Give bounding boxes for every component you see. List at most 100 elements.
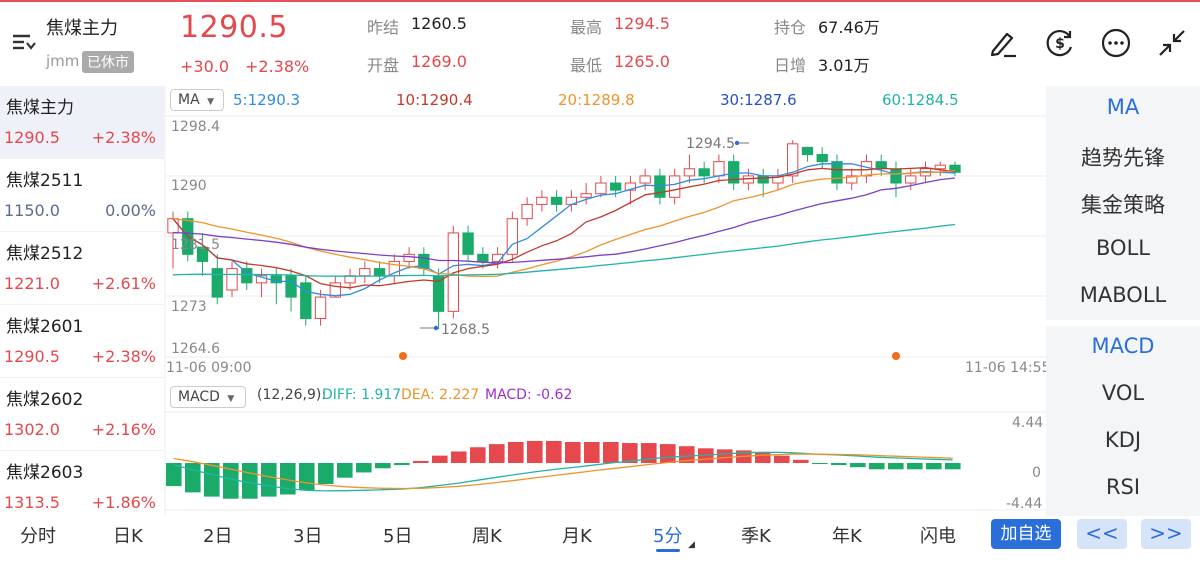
macd-bar — [204, 463, 220, 497]
list-item-name: 焦煤2511 — [6, 171, 84, 191]
event-dot[interactable] — [892, 352, 900, 360]
candle-body[interactable] — [875, 161, 887, 170]
tab-5min[interactable]: 5分 — [653, 526, 683, 547]
list-item[interactable]: 焦煤2601 1290.5 +2.38% — [0, 305, 164, 378]
indicator-rsi[interactable]: RSI — [1105, 475, 1141, 499]
event-dot[interactable] — [399, 352, 407, 360]
candle-body[interactable] — [624, 182, 637, 191]
candle-body[interactable] — [860, 161, 873, 177]
list-item[interactable]: 焦煤2512 1221.0 +2.61% — [0, 232, 164, 305]
candle-body[interactable] — [654, 175, 666, 198]
ma10-value: 10:1290.4 — [396, 91, 473, 109]
candle-body[interactable] — [609, 182, 622, 191]
tab-daily-k[interactable]: 日K — [113, 526, 143, 547]
candle-body[interactable] — [905, 175, 917, 184]
low-label: 最低 — [570, 56, 603, 75]
macd-value: MACD: -0.62 — [485, 387, 573, 403]
indicator-ma[interactable]: MA — [1106, 95, 1140, 119]
candle-body[interactable] — [373, 268, 386, 277]
candle-body[interactable] — [329, 282, 341, 298]
candle-body[interactable] — [167, 218, 179, 234]
draw-pen-icon[interactable] — [986, 26, 1020, 60]
candle-body[interactable] — [683, 168, 696, 177]
candle-body[interactable] — [890, 168, 902, 184]
list-item[interactable]: 焦煤主力 1290.5 +2.38% — [0, 86, 164, 159]
macd-bar — [755, 452, 771, 463]
indicator-fund-strategy[interactable]: 集金策略 — [1081, 193, 1165, 217]
more-options-icon[interactable] — [1099, 26, 1133, 60]
candle-body[interactable] — [816, 154, 828, 163]
candle-body[interactable] — [506, 218, 519, 255]
indicator-vol[interactable]: VOL — [1101, 381, 1145, 405]
candle-body[interactable] — [491, 253, 504, 262]
ma-indicator-select[interactable]: MA ▼ — [170, 89, 224, 111]
macd-bar — [432, 455, 448, 463]
chevron-double-left-icon: << — [1085, 521, 1119, 545]
indicator-macd[interactable]: MACD — [1091, 334, 1155, 358]
trade-dollar-icon[interactable]: $ — [1043, 26, 1077, 60]
candle-body[interactable] — [639, 175, 651, 184]
x-axis-start: 11-06 09:00 — [166, 360, 251, 376]
macd-bar — [565, 442, 581, 463]
macd-indicator-select[interactable]: MACD ▼ — [170, 386, 246, 408]
candle-body[interactable] — [462, 232, 474, 255]
tab-3day[interactable]: 3日 — [293, 526, 323, 547]
list-item[interactable]: 焦煤2602 1302.0 +2.16% — [0, 378, 164, 451]
candle-body[interactable] — [447, 232, 460, 312]
candle-body[interactable] — [949, 164, 961, 173]
candle-body[interactable] — [521, 203, 533, 220]
candle-body[interactable] — [314, 296, 327, 319]
prev-contract-button[interactable]: << — [1077, 519, 1127, 549]
candle-body[interactable] — [403, 253, 415, 262]
macd-bar — [584, 442, 600, 463]
tab-monthly-k[interactable]: 月K — [562, 526, 592, 547]
macd-diff: DIFF: 1.917 — [322, 387, 402, 403]
candle-body[interactable] — [477, 253, 489, 262]
list-item[interactable]: 焦煤2511 1150.0 0.00% — [0, 159, 164, 232]
macd-bar — [451, 451, 467, 463]
candle-body[interactable] — [934, 164, 946, 170]
macd-bar — [869, 463, 885, 470]
candle-body[interactable] — [241, 268, 253, 284]
candle-body[interactable] — [846, 175, 858, 184]
candle-body[interactable] — [359, 268, 371, 277]
candle-body[interactable] — [211, 268, 223, 298]
add-watchlist-button[interactable]: 加自选 — [991, 519, 1061, 549]
list-item[interactable]: 焦煤2603 1313.5 +1.86% — [0, 451, 164, 524]
candle-body[interactable] — [285, 275, 297, 298]
tab-weekly-k[interactable]: 周K — [472, 526, 502, 547]
tab-2day[interactable]: 2日 — [203, 526, 233, 547]
candle-body[interactable] — [757, 175, 769, 184]
candle-body[interactable] — [550, 196, 563, 205]
indicator-kdj[interactable]: KDJ — [1104, 428, 1142, 452]
candle-body[interactable] — [831, 161, 843, 184]
candle-body[interactable] — [226, 268, 238, 291]
tab-intraday[interactable]: 分时 — [20, 526, 56, 547]
candle-body[interactable] — [580, 193, 592, 198]
candle-body[interactable] — [668, 175, 681, 198]
candle-body[interactable] — [300, 282, 312, 319]
macd-bar — [413, 460, 429, 463]
collapse-fullscreen-icon[interactable] — [1155, 26, 1189, 60]
candle-body[interactable] — [801, 146, 814, 156]
candle-body[interactable] — [698, 168, 710, 177]
tab-5day[interactable]: 5日 — [383, 526, 413, 547]
indicator-trend-pioneer[interactable]: 趋势先锋 — [1081, 146, 1165, 170]
tab-flash[interactable]: 闪电 — [920, 526, 956, 547]
indicator-maboll[interactable]: MABOLL — [1079, 283, 1167, 307]
indicator-boll[interactable]: BOLL — [1096, 236, 1150, 260]
tab-yearly-k[interactable]: 年K — [832, 526, 862, 547]
candle-body[interactable] — [196, 246, 209, 262]
tab-quarterly-k[interactable]: 季K — [741, 526, 771, 547]
list-item-change: +2.38% — [91, 347, 156, 366]
candle-body[interactable] — [787, 143, 799, 177]
kline-chart[interactable]: 1298.4 1290 1281.5 1273 1264.6 11-06 09:… — [0, 0, 1046, 516]
macd-bar — [679, 446, 695, 463]
menu-list-icon[interactable] — [10, 30, 38, 54]
next-contract-button[interactable]: >> — [1141, 519, 1191, 549]
candle-body[interactable] — [536, 196, 548, 205]
indicator-divider — [1046, 320, 1200, 326]
candle-body[interactable] — [595, 182, 607, 195]
candle-body[interactable] — [713, 161, 725, 177]
candle-body[interactable] — [728, 161, 740, 184]
